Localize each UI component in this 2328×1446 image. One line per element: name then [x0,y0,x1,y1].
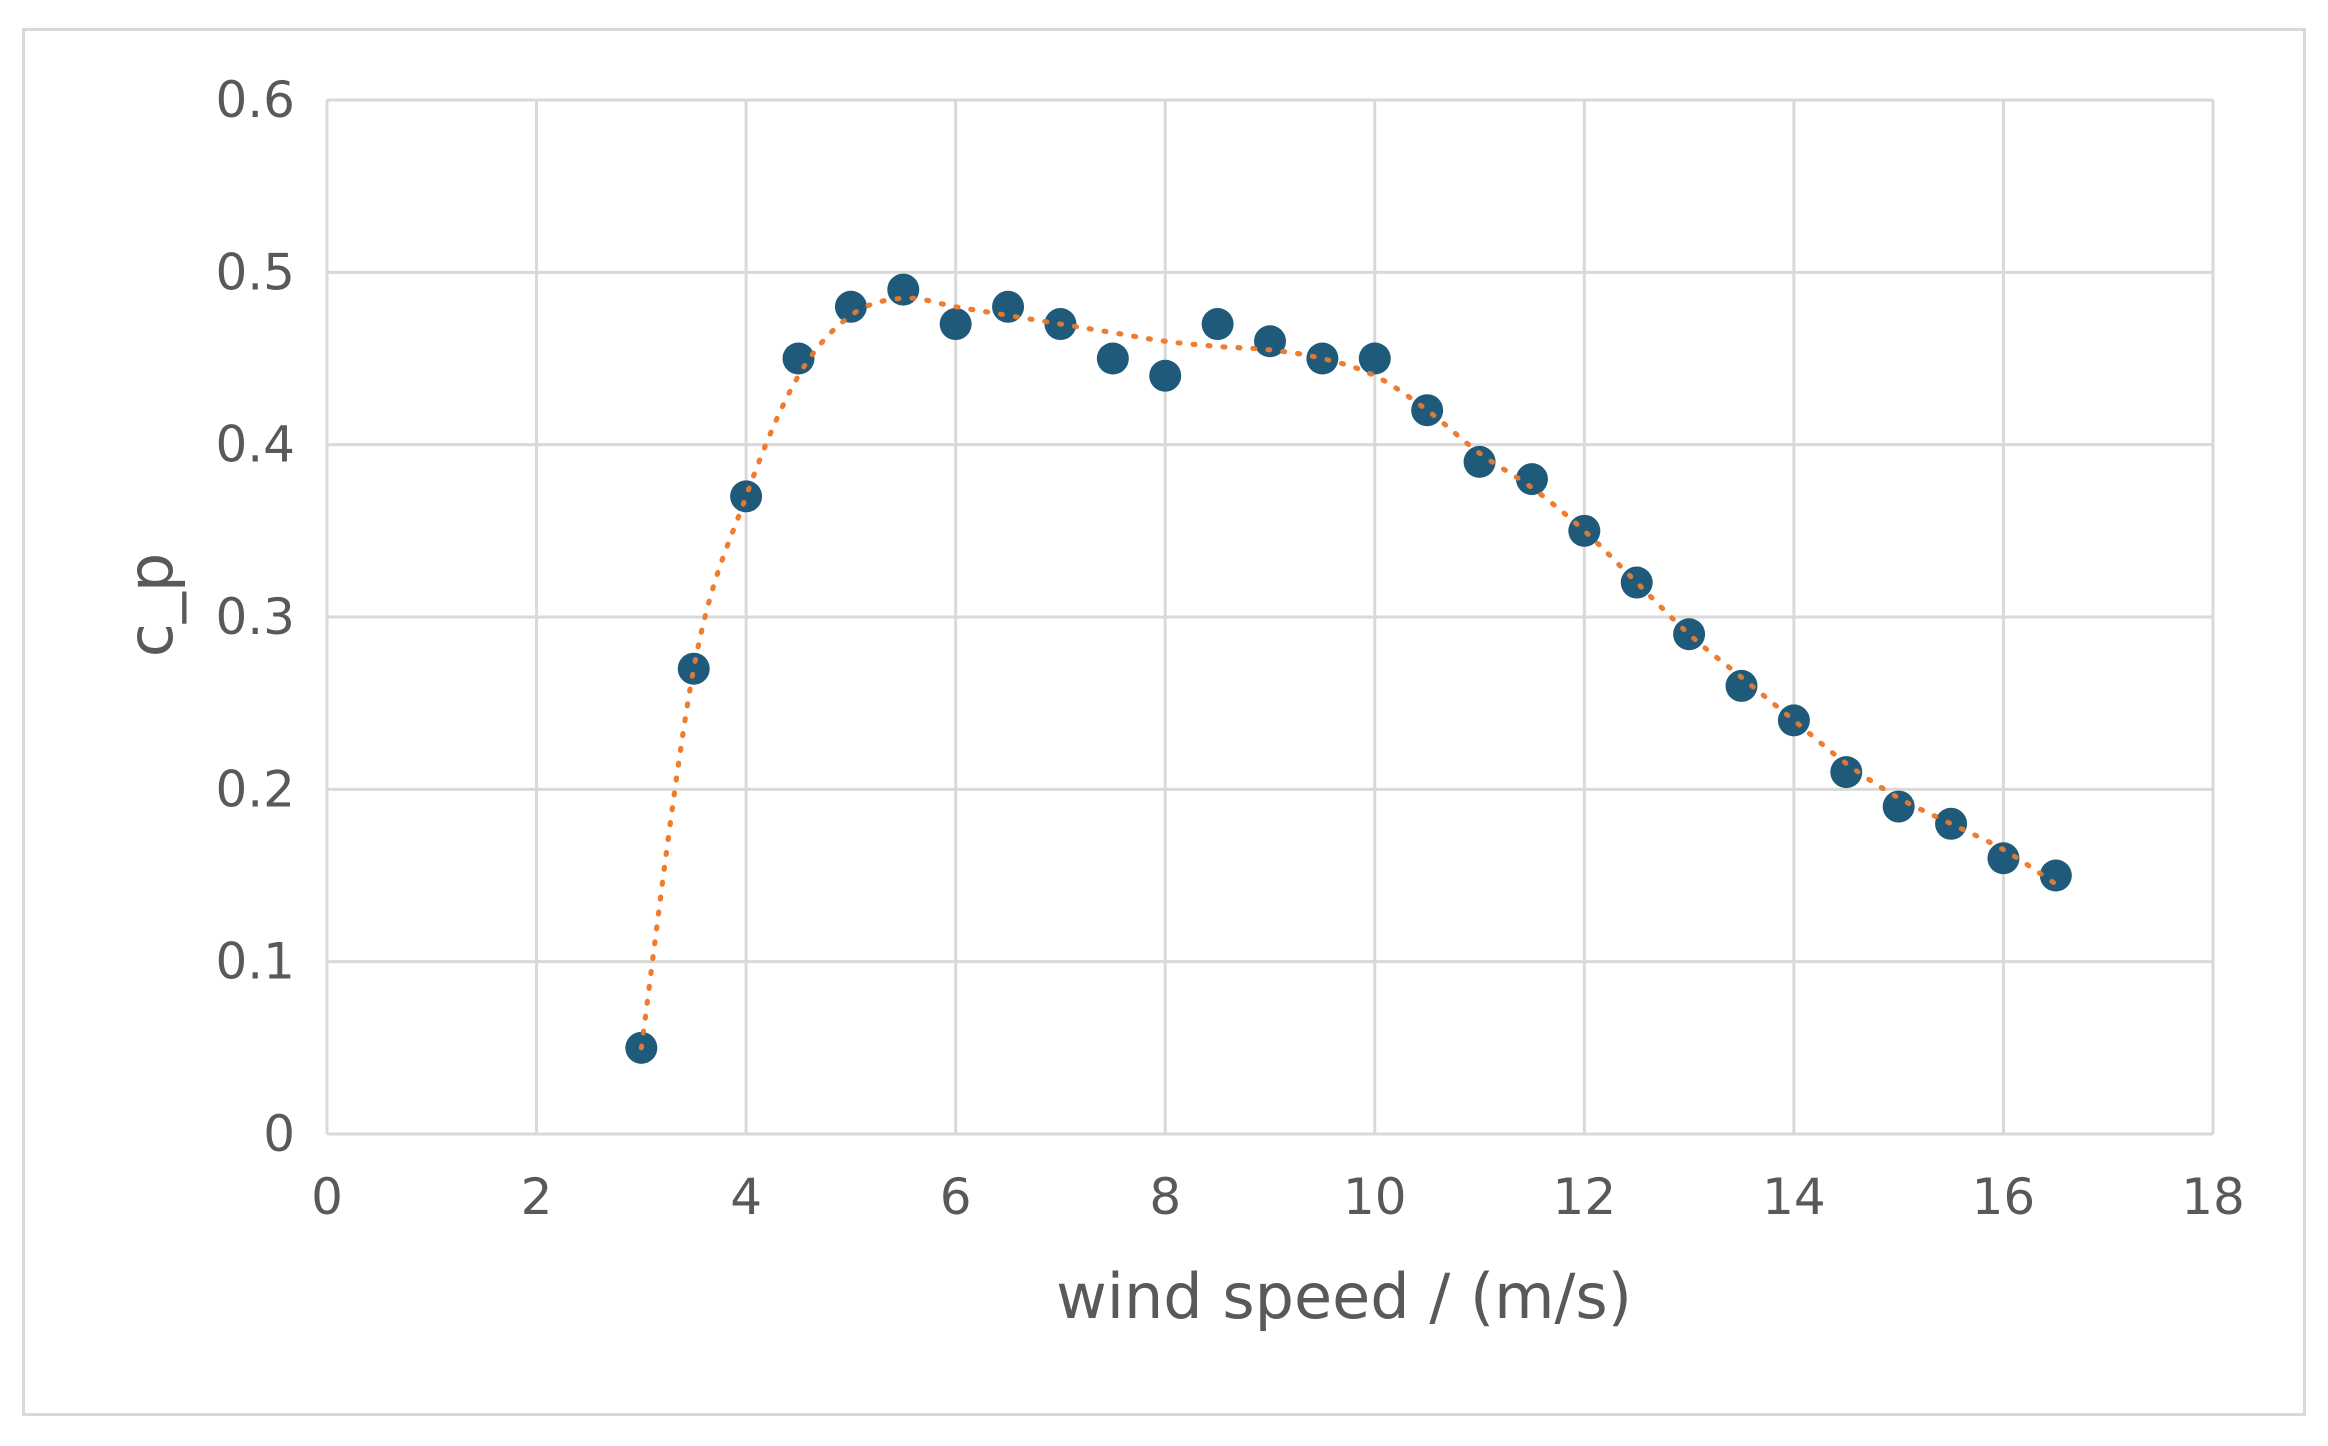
data-point [2039,859,2072,892]
grid-lines [325,98,2215,1136]
marker-layer [625,273,2072,1064]
y-axis-title: c_p [114,553,187,657]
trendline-layer [638,295,2059,1051]
data-point [1568,514,1601,547]
y-tick-label: 0.6 [215,71,295,129]
y-tick-label: 0.3 [215,588,295,646]
data-point [1515,463,1548,496]
data-point [1987,842,2020,875]
data-point [1201,308,1234,341]
data-point [1882,790,1915,823]
x-tick-label: 16 [1972,1168,2036,1226]
data-point [1096,342,1129,375]
data-point [1254,325,1286,358]
data-point [1777,704,1810,737]
y-tick-label: 0.1 [215,933,295,991]
y-tick-label: 0.2 [215,760,295,818]
data-point [1725,669,1758,702]
x-tick-label: 10 [1343,1168,1407,1226]
data-point [782,342,815,375]
tick-labels: 0 2 4 6 8 10 12 14 16 18 0 0.1 0.2 0.3 0.4 0.5 0.6 [215,71,2244,1226]
x-axis-title: wind speed / (m/s) [1056,1260,1632,1333]
x-tick-label: 12 [1553,1168,1617,1226]
data-point [1620,566,1653,599]
data-point [834,290,867,323]
x-tick-label: 2 [521,1168,553,1226]
data-point [1306,342,1339,375]
y-tick-label: 0 [263,1105,295,1163]
x-tick-label: 8 [1149,1168,1181,1226]
y-tick-label: 0.4 [215,416,295,474]
trendline [638,295,2059,1051]
trendline-overlay [638,295,2059,1051]
y-tick-label: 0.5 [215,243,295,301]
x-tick-label: 6 [940,1168,972,1226]
data-point [1149,359,1182,392]
data-point [1411,394,1444,427]
data-point [939,308,972,341]
x-tick-label: 4 [730,1168,762,1226]
data-point [1830,756,1863,789]
x-tick-label: 0 [311,1168,343,1226]
x-tick-label: 18 [2181,1168,2245,1226]
data-point [1463,445,1496,478]
x-tick-label: 14 [1762,1168,1826,1226]
data-point [1673,618,1706,651]
data-point [730,480,763,513]
data-point [887,273,920,306]
data-point [1358,342,1391,375]
data-point [677,652,710,685]
